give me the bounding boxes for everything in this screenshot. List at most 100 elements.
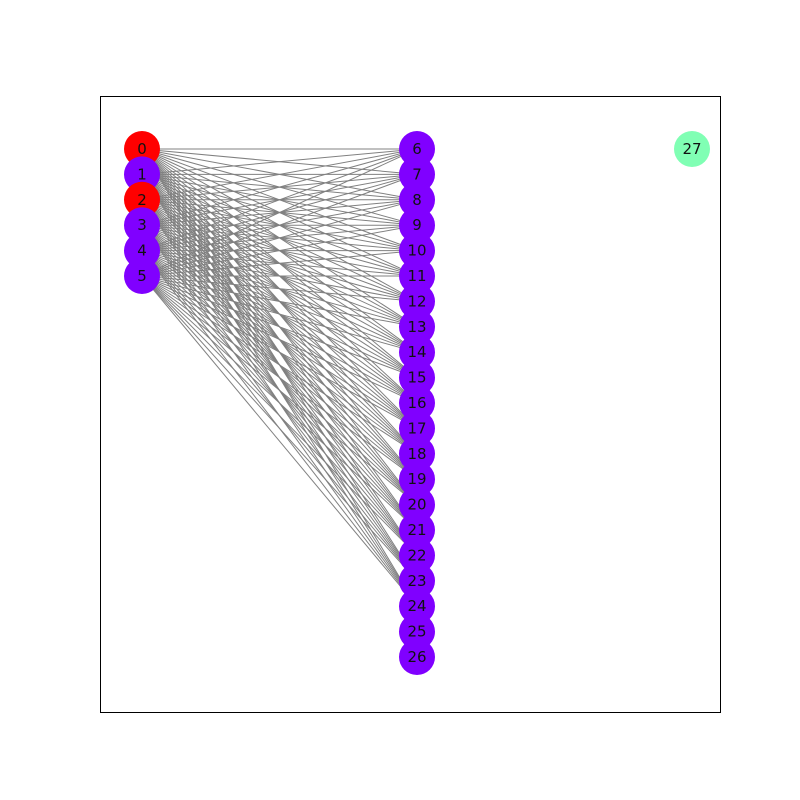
node-19: 19 — [399, 461, 435, 498]
node-label-25: 25 — [407, 623, 426, 641]
node-23: 23 — [399, 562, 435, 599]
node-circle-25 — [399, 613, 435, 650]
node-label-14: 14 — [407, 343, 426, 361]
node-circle-16 — [399, 385, 435, 421]
node-label-0: 0 — [137, 140, 147, 158]
node-circle-24 — [399, 588, 435, 625]
node-label-11: 11 — [407, 267, 426, 285]
edge-5-12 — [141, 275, 418, 302]
edge-5-13 — [141, 275, 418, 328]
node-circle-3 — [124, 207, 160, 244]
node-5: 5 — [124, 258, 160, 294]
node-circle-14 — [399, 334, 435, 371]
node-13: 13 — [399, 308, 435, 345]
edge-3-6 — [141, 148, 418, 226]
node-18: 18 — [399, 435, 435, 472]
node-label-12: 12 — [407, 292, 426, 310]
edge-2-6 — [141, 148, 418, 201]
node-label-3: 3 — [137, 216, 147, 234]
node-label-1: 1 — [137, 165, 147, 183]
node-24: 24 — [399, 588, 435, 625]
node-circle-2 — [124, 181, 160, 218]
node-circle-20 — [399, 486, 435, 523]
node-7: 7 — [399, 156, 435, 193]
node-label-18: 18 — [407, 445, 426, 463]
edge-5-8 — [141, 199, 418, 277]
edge-5-20 — [141, 275, 418, 505]
node-0: 0 — [124, 131, 160, 167]
node-15: 15 — [399, 359, 435, 396]
node-27: 27 — [674, 131, 710, 167]
node-label-10: 10 — [407, 242, 426, 260]
node-label-15: 15 — [407, 369, 426, 387]
node-3: 3 — [124, 207, 160, 244]
node-circle-1 — [124, 156, 160, 193]
node-label-23: 23 — [407, 572, 426, 590]
node-circle-7 — [399, 156, 435, 193]
node-9: 9 — [399, 207, 435, 244]
node-circle-5 — [124, 258, 160, 294]
edge-4-6 — [141, 148, 418, 252]
edge-5-16 — [141, 275, 418, 404]
node-circle-27 — [674, 131, 710, 167]
edge-5-17 — [141, 275, 418, 429]
node-circle-11 — [399, 258, 435, 294]
node-label-17: 17 — [407, 419, 426, 437]
node-8: 8 — [399, 181, 435, 218]
node-label-21: 21 — [407, 521, 426, 539]
node-circle-13 — [399, 308, 435, 345]
node-circle-26 — [399, 639, 435, 675]
node-17: 17 — [399, 410, 435, 447]
node-label-7: 7 — [412, 165, 422, 183]
edge-5-10 — [141, 250, 418, 277]
node-1: 1 — [124, 156, 160, 193]
node-22: 22 — [399, 537, 435, 574]
node-label-19: 19 — [407, 470, 426, 488]
node-label-24: 24 — [407, 597, 426, 615]
node-circle-8 — [399, 181, 435, 218]
edge-5-6 — [141, 148, 418, 277]
node-label-2: 2 — [137, 191, 147, 209]
edge-5-15 — [141, 275, 418, 379]
node-16: 16 — [399, 385, 435, 421]
node-11: 11 — [399, 258, 435, 294]
node-circle-10 — [399, 232, 435, 269]
node-21: 21 — [399, 512, 435, 548]
node-4: 4 — [124, 232, 160, 269]
node-6: 6 — [399, 131, 435, 167]
node-circle-19 — [399, 461, 435, 498]
node-circle-17 — [399, 410, 435, 447]
node-label-20: 20 — [407, 496, 426, 514]
node-circle-0 — [124, 131, 160, 167]
node-label-22: 22 — [407, 546, 426, 564]
edge-1-6 — [141, 148, 418, 175]
node-label-9: 9 — [412, 216, 422, 234]
node-circle-21 — [399, 512, 435, 548]
node-10: 10 — [399, 232, 435, 269]
node-label-6: 6 — [412, 140, 422, 158]
edge-5-22 — [141, 275, 418, 556]
edge-5-7 — [141, 173, 418, 277]
node-circle-6 — [399, 131, 435, 167]
node-26: 26 — [399, 639, 435, 675]
node-25: 25 — [399, 613, 435, 650]
node-circle-4 — [124, 232, 160, 269]
node-circle-12 — [399, 283, 435, 320]
node-label-13: 13 — [407, 318, 426, 336]
nodes-layer: 0123456789101112131415161718192021222324… — [124, 131, 710, 675]
edge-5-19 — [141, 275, 418, 480]
edge-5-24 — [141, 275, 418, 607]
node-circle-23 — [399, 562, 435, 599]
node-20: 20 — [399, 486, 435, 523]
node-label-16: 16 — [407, 394, 426, 412]
node-label-5: 5 — [137, 267, 147, 285]
node-label-4: 4 — [137, 242, 147, 260]
edge-5-9 — [141, 224, 418, 277]
edge-5-23 — [141, 275, 418, 582]
node-circle-15 — [399, 359, 435, 396]
node-circle-18 — [399, 435, 435, 472]
node-14: 14 — [399, 334, 435, 371]
node-circle-22 — [399, 537, 435, 574]
node-12: 12 — [399, 283, 435, 320]
